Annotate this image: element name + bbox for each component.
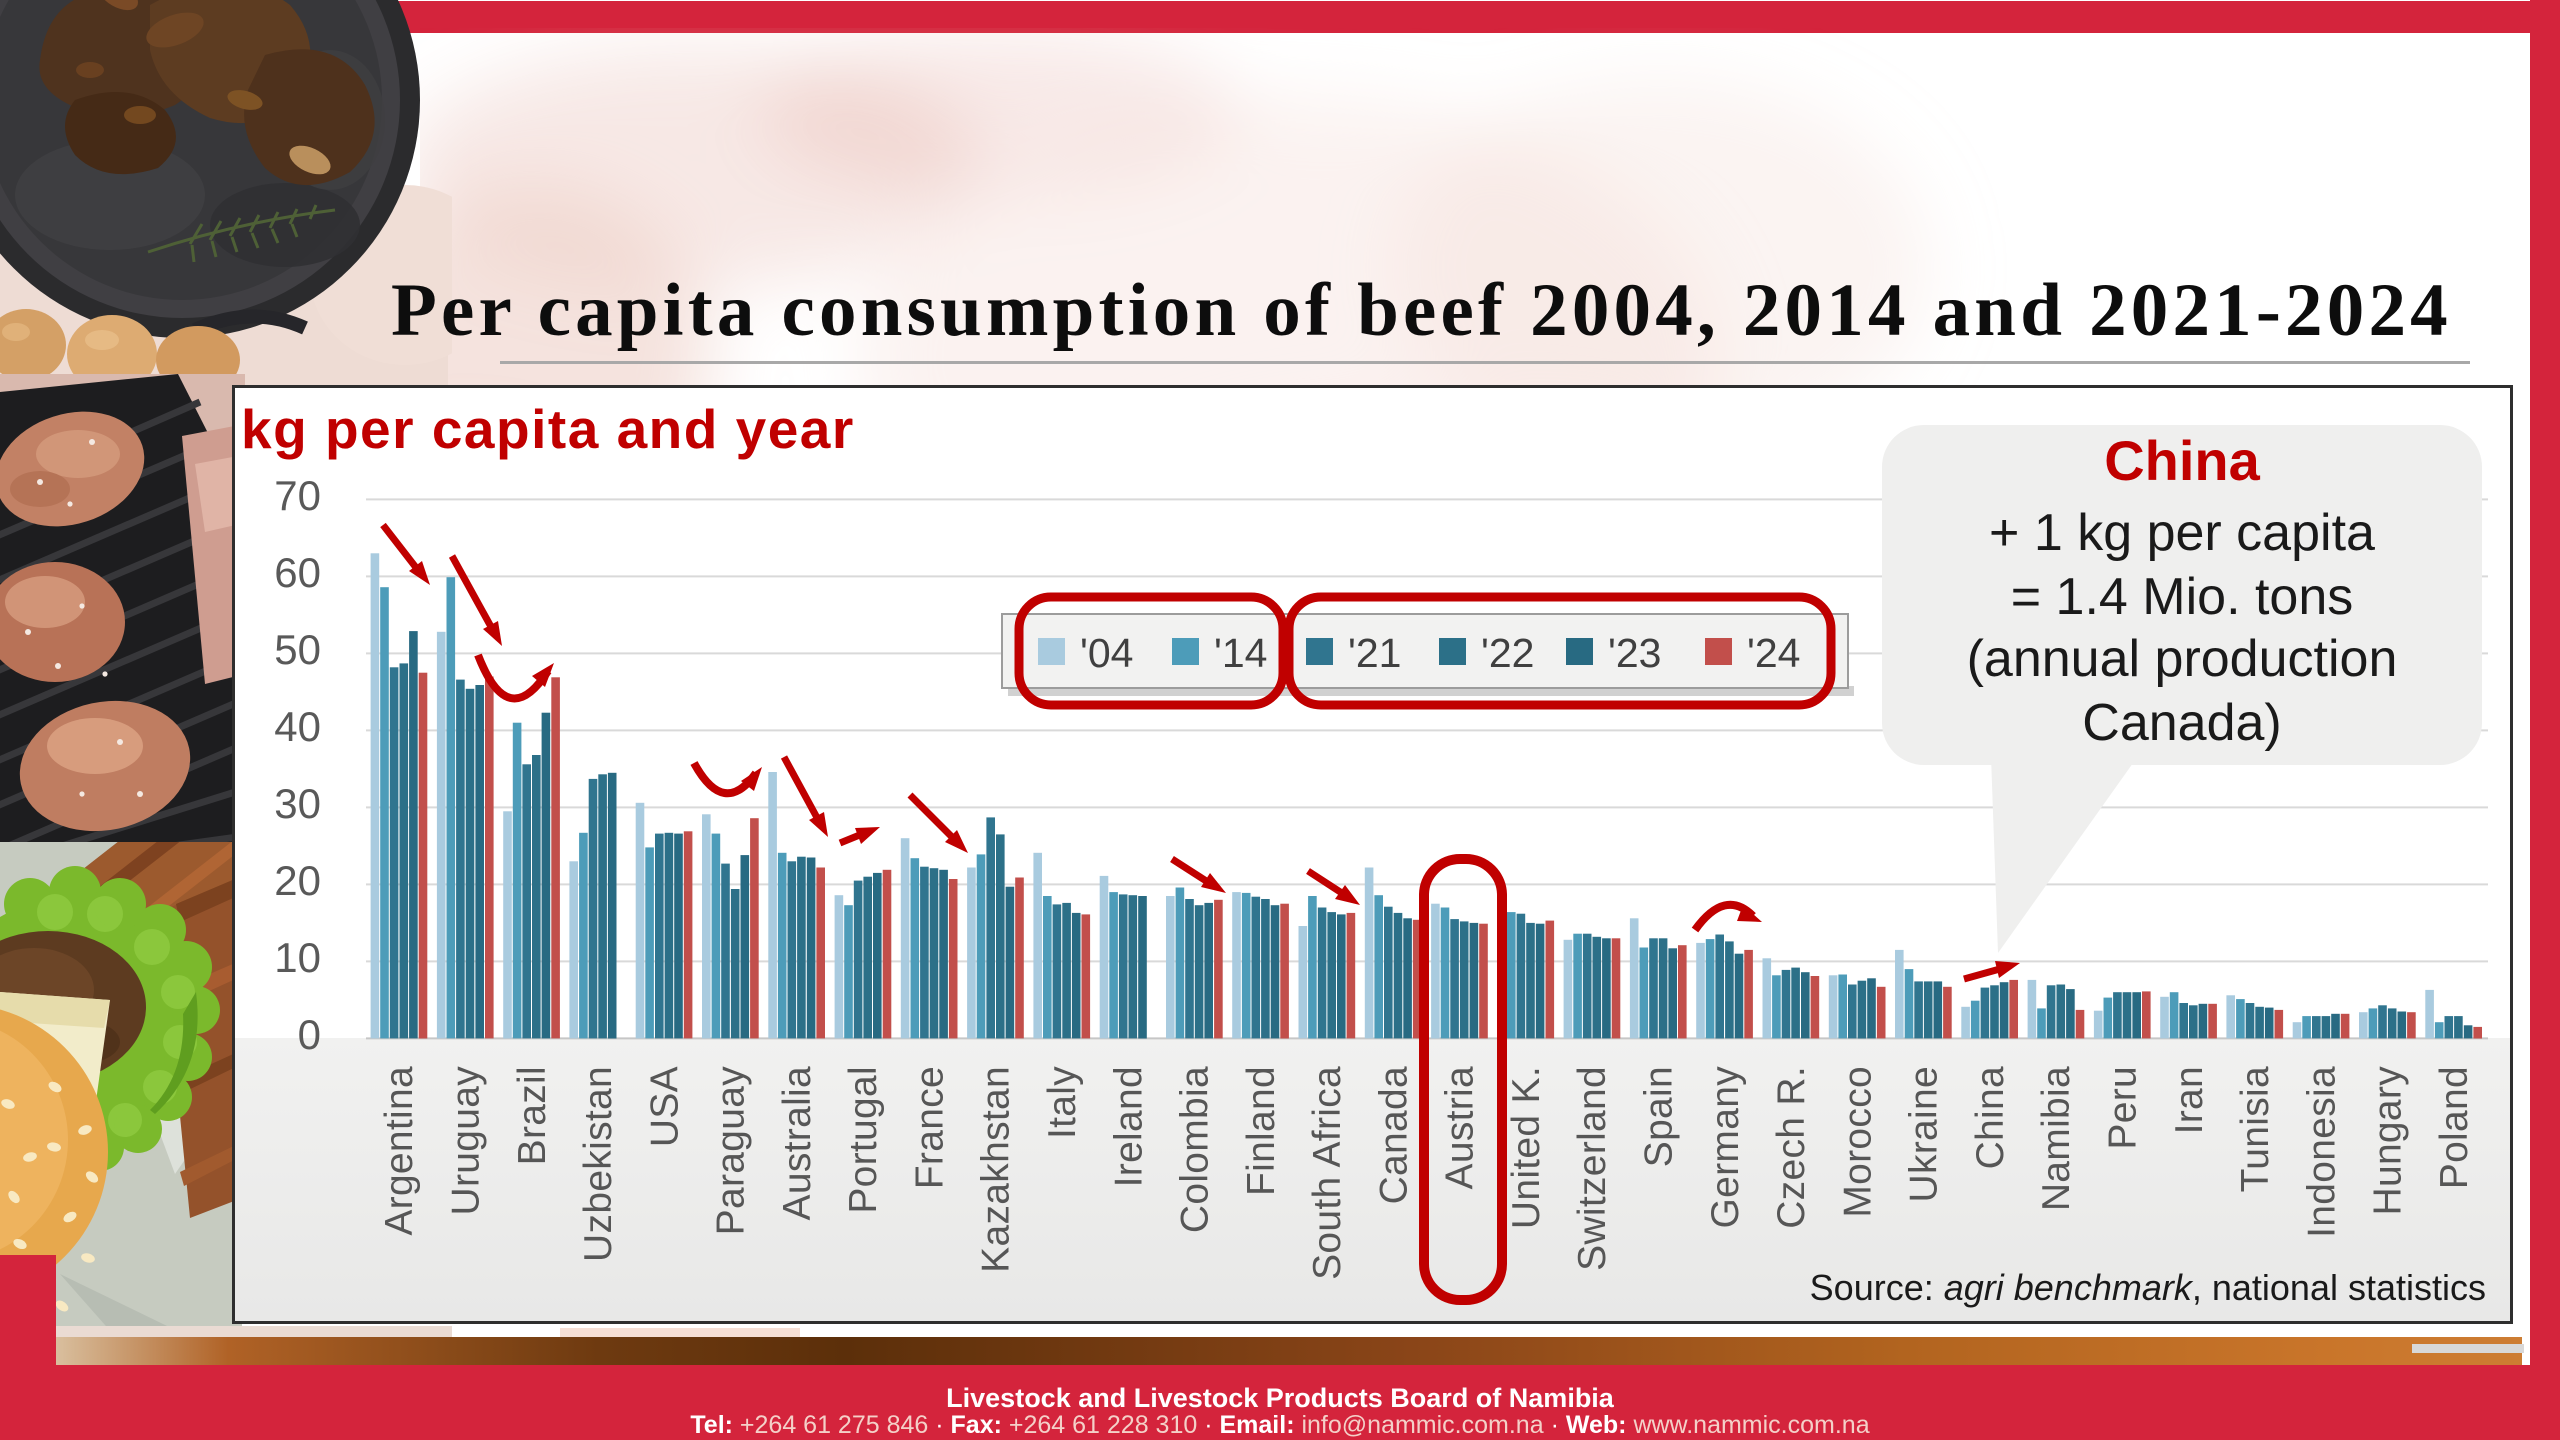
svg-text:Poland: Poland <box>2433 1066 2476 1189</box>
svg-text:Colombia: Colombia <box>1174 1066 1217 1233</box>
svg-text:Hungary: Hungary <box>2367 1066 2410 1216</box>
svg-text:= 1.4 Mio. tons: = 1.4 Mio. tons <box>2011 568 2354 626</box>
svg-text:Italy: Italy <box>1041 1066 1084 1139</box>
svg-text:Canada: Canada <box>1372 1066 1415 1204</box>
svg-text:Brazil: Brazil <box>511 1066 554 1165</box>
svg-text:'23: '23 <box>1608 630 1661 676</box>
svg-text:Spain: Spain <box>1638 1066 1681 1167</box>
svg-text:0: 0 <box>298 1011 321 1058</box>
svg-text:'24: '24 <box>1747 630 1800 676</box>
svg-text:'04: '04 <box>1080 630 1133 676</box>
svg-text:'14: '14 <box>1214 630 1267 676</box>
svg-text:'22: '22 <box>1481 630 1534 676</box>
svg-text:Uzbekistan: Uzbekistan <box>577 1066 620 1262</box>
svg-text:50: 50 <box>274 626 321 673</box>
svg-text:Germany: Germany <box>1704 1066 1747 1229</box>
svg-text:10: 10 <box>274 934 321 981</box>
svg-text:30: 30 <box>274 780 321 827</box>
svg-text:(annual production: (annual production <box>1967 630 2398 688</box>
svg-text:20: 20 <box>274 857 321 904</box>
svg-text:Canada): Canada) <box>2082 694 2281 752</box>
svg-text:70: 70 <box>274 472 321 519</box>
svg-text:Argentina: Argentina <box>378 1066 421 1236</box>
svg-text:+ 1 kg per capita: + 1 kg per capita <box>1989 504 2375 562</box>
svg-text:kg per capita and year: kg per capita and year <box>241 398 855 460</box>
svg-text:Tunisia: Tunisia <box>2234 1066 2277 1192</box>
svg-text:South Africa: South Africa <box>1306 1066 1349 1280</box>
svg-text:Source: agri benchmark, nation: Source: agri benchmark, national statist… <box>1810 1267 2486 1308</box>
svg-text:Finland: Finland <box>1240 1066 1283 1196</box>
svg-text:France: France <box>908 1066 951 1189</box>
svg-text:40: 40 <box>274 703 321 750</box>
svg-text:Ukraine: Ukraine <box>1903 1066 1946 1203</box>
svg-text:China: China <box>2104 429 2260 492</box>
svg-text:Austria: Austria <box>1439 1066 1482 1189</box>
svg-text:USA: USA <box>643 1066 686 1147</box>
svg-text:Indonesia: Indonesia <box>2300 1066 2343 1238</box>
svg-text:Portugal: Portugal <box>842 1066 885 1214</box>
svg-text:China: China <box>1969 1066 2012 1169</box>
svg-text:Czech R.: Czech R. <box>1770 1066 1813 1229</box>
svg-text:United K.: United K. <box>1505 1066 1548 1229</box>
svg-text:Iran: Iran <box>2168 1066 2211 1134</box>
svg-text:Uruguay: Uruguay <box>445 1066 488 1216</box>
svg-text:Namibia: Namibia <box>2035 1066 2078 1211</box>
svg-text:Ireland: Ireland <box>1107 1066 1150 1187</box>
svg-text:60: 60 <box>274 549 321 596</box>
svg-text:Kazakhstan: Kazakhstan <box>975 1066 1018 1273</box>
svg-text:'21: '21 <box>1348 630 1401 676</box>
svg-text:Australia: Australia <box>776 1066 819 1220</box>
svg-text:Peru: Peru <box>2102 1066 2145 1150</box>
svg-text:Morocco: Morocco <box>1836 1066 1879 1218</box>
svg-text:Paraguay: Paraguay <box>710 1066 753 1236</box>
svg-text:Switzerland: Switzerland <box>1571 1066 1614 1271</box>
